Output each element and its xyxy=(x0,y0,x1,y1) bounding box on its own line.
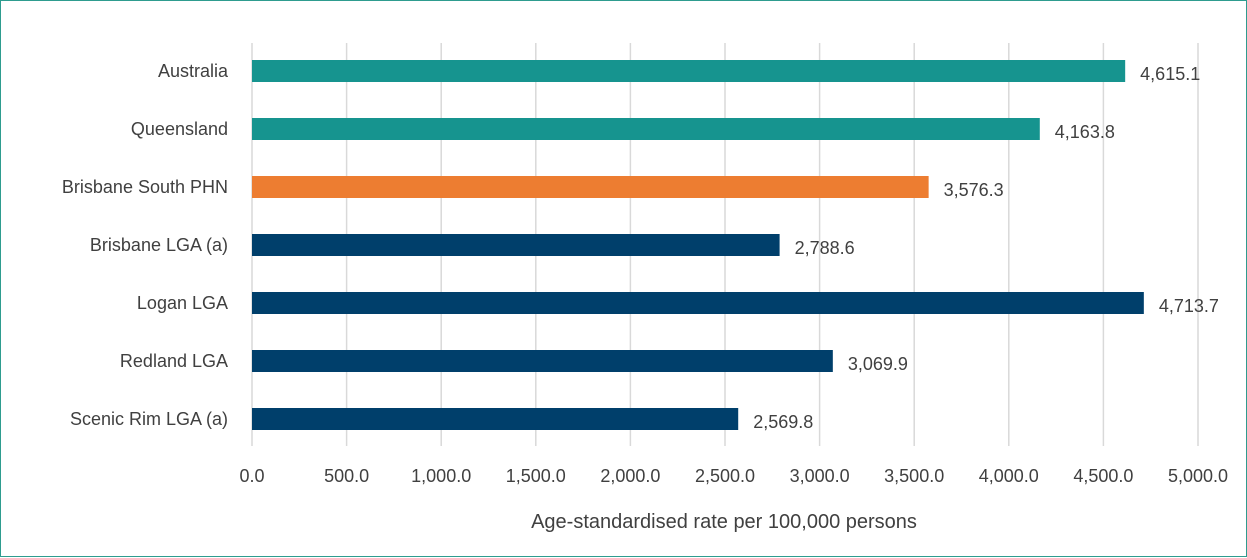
x-tick-label: 3,000.0 xyxy=(790,466,850,486)
category-label: Brisbane South PHN xyxy=(62,177,228,197)
category-label: Logan LGA xyxy=(137,293,228,313)
bar xyxy=(252,234,780,256)
bar xyxy=(252,408,739,430)
value-label: 4,713.7 xyxy=(1159,296,1219,316)
x-tick-label: 4,500.0 xyxy=(1073,466,1133,486)
category-label: Australia xyxy=(158,61,229,81)
x-tick-label: 500.0 xyxy=(324,466,369,486)
x-tick-label: 0.0 xyxy=(239,466,264,486)
value-labels: 4,615.1 4,163.8 3,576.3 2,788.6 4,713.7 3,069… xyxy=(753,64,1219,432)
bar xyxy=(252,118,1040,140)
value-label: 2,569.8 xyxy=(753,412,813,432)
value-label: 4,615.1 xyxy=(1140,64,1200,84)
value-label: 4,163.8 xyxy=(1055,122,1115,142)
x-axis-title: Age-standardised rate per 100,000 person… xyxy=(531,511,917,533)
category-label: Queensland xyxy=(131,119,228,139)
x-tick-labels: 0.0 500.0 1,000.0 1,500.0 2,000.0 2,500.0 3,00… xyxy=(239,466,1228,486)
x-tick-label: 1,000.0 xyxy=(411,466,471,486)
bar xyxy=(252,350,833,372)
bars xyxy=(252,60,1144,430)
x-tick-label: 4,000.0 xyxy=(979,466,1039,486)
category-label: Scenic Rim LGA (a) xyxy=(70,409,228,429)
bar xyxy=(252,292,1144,314)
x-tick-label: 2,000.0 xyxy=(600,466,660,486)
value-label: 3,069.9 xyxy=(848,354,908,374)
value-label: 3,576.3 xyxy=(944,180,1004,200)
bar xyxy=(252,60,1126,82)
bar xyxy=(252,176,929,198)
x-tick-label: 3,500.0 xyxy=(884,466,944,486)
category-label: Brisbane LGA (a) xyxy=(90,235,228,255)
value-label: 2,788.6 xyxy=(795,238,855,258)
category-label: Redland LGA xyxy=(120,351,228,371)
x-tick-label: 5,000.0 xyxy=(1168,466,1228,486)
x-tick-label: 2,500.0 xyxy=(695,466,755,486)
x-tick-label: 1,500.0 xyxy=(506,466,566,486)
category-labels: Australia Queensland Brisbane South PHN Bri… xyxy=(62,61,229,429)
